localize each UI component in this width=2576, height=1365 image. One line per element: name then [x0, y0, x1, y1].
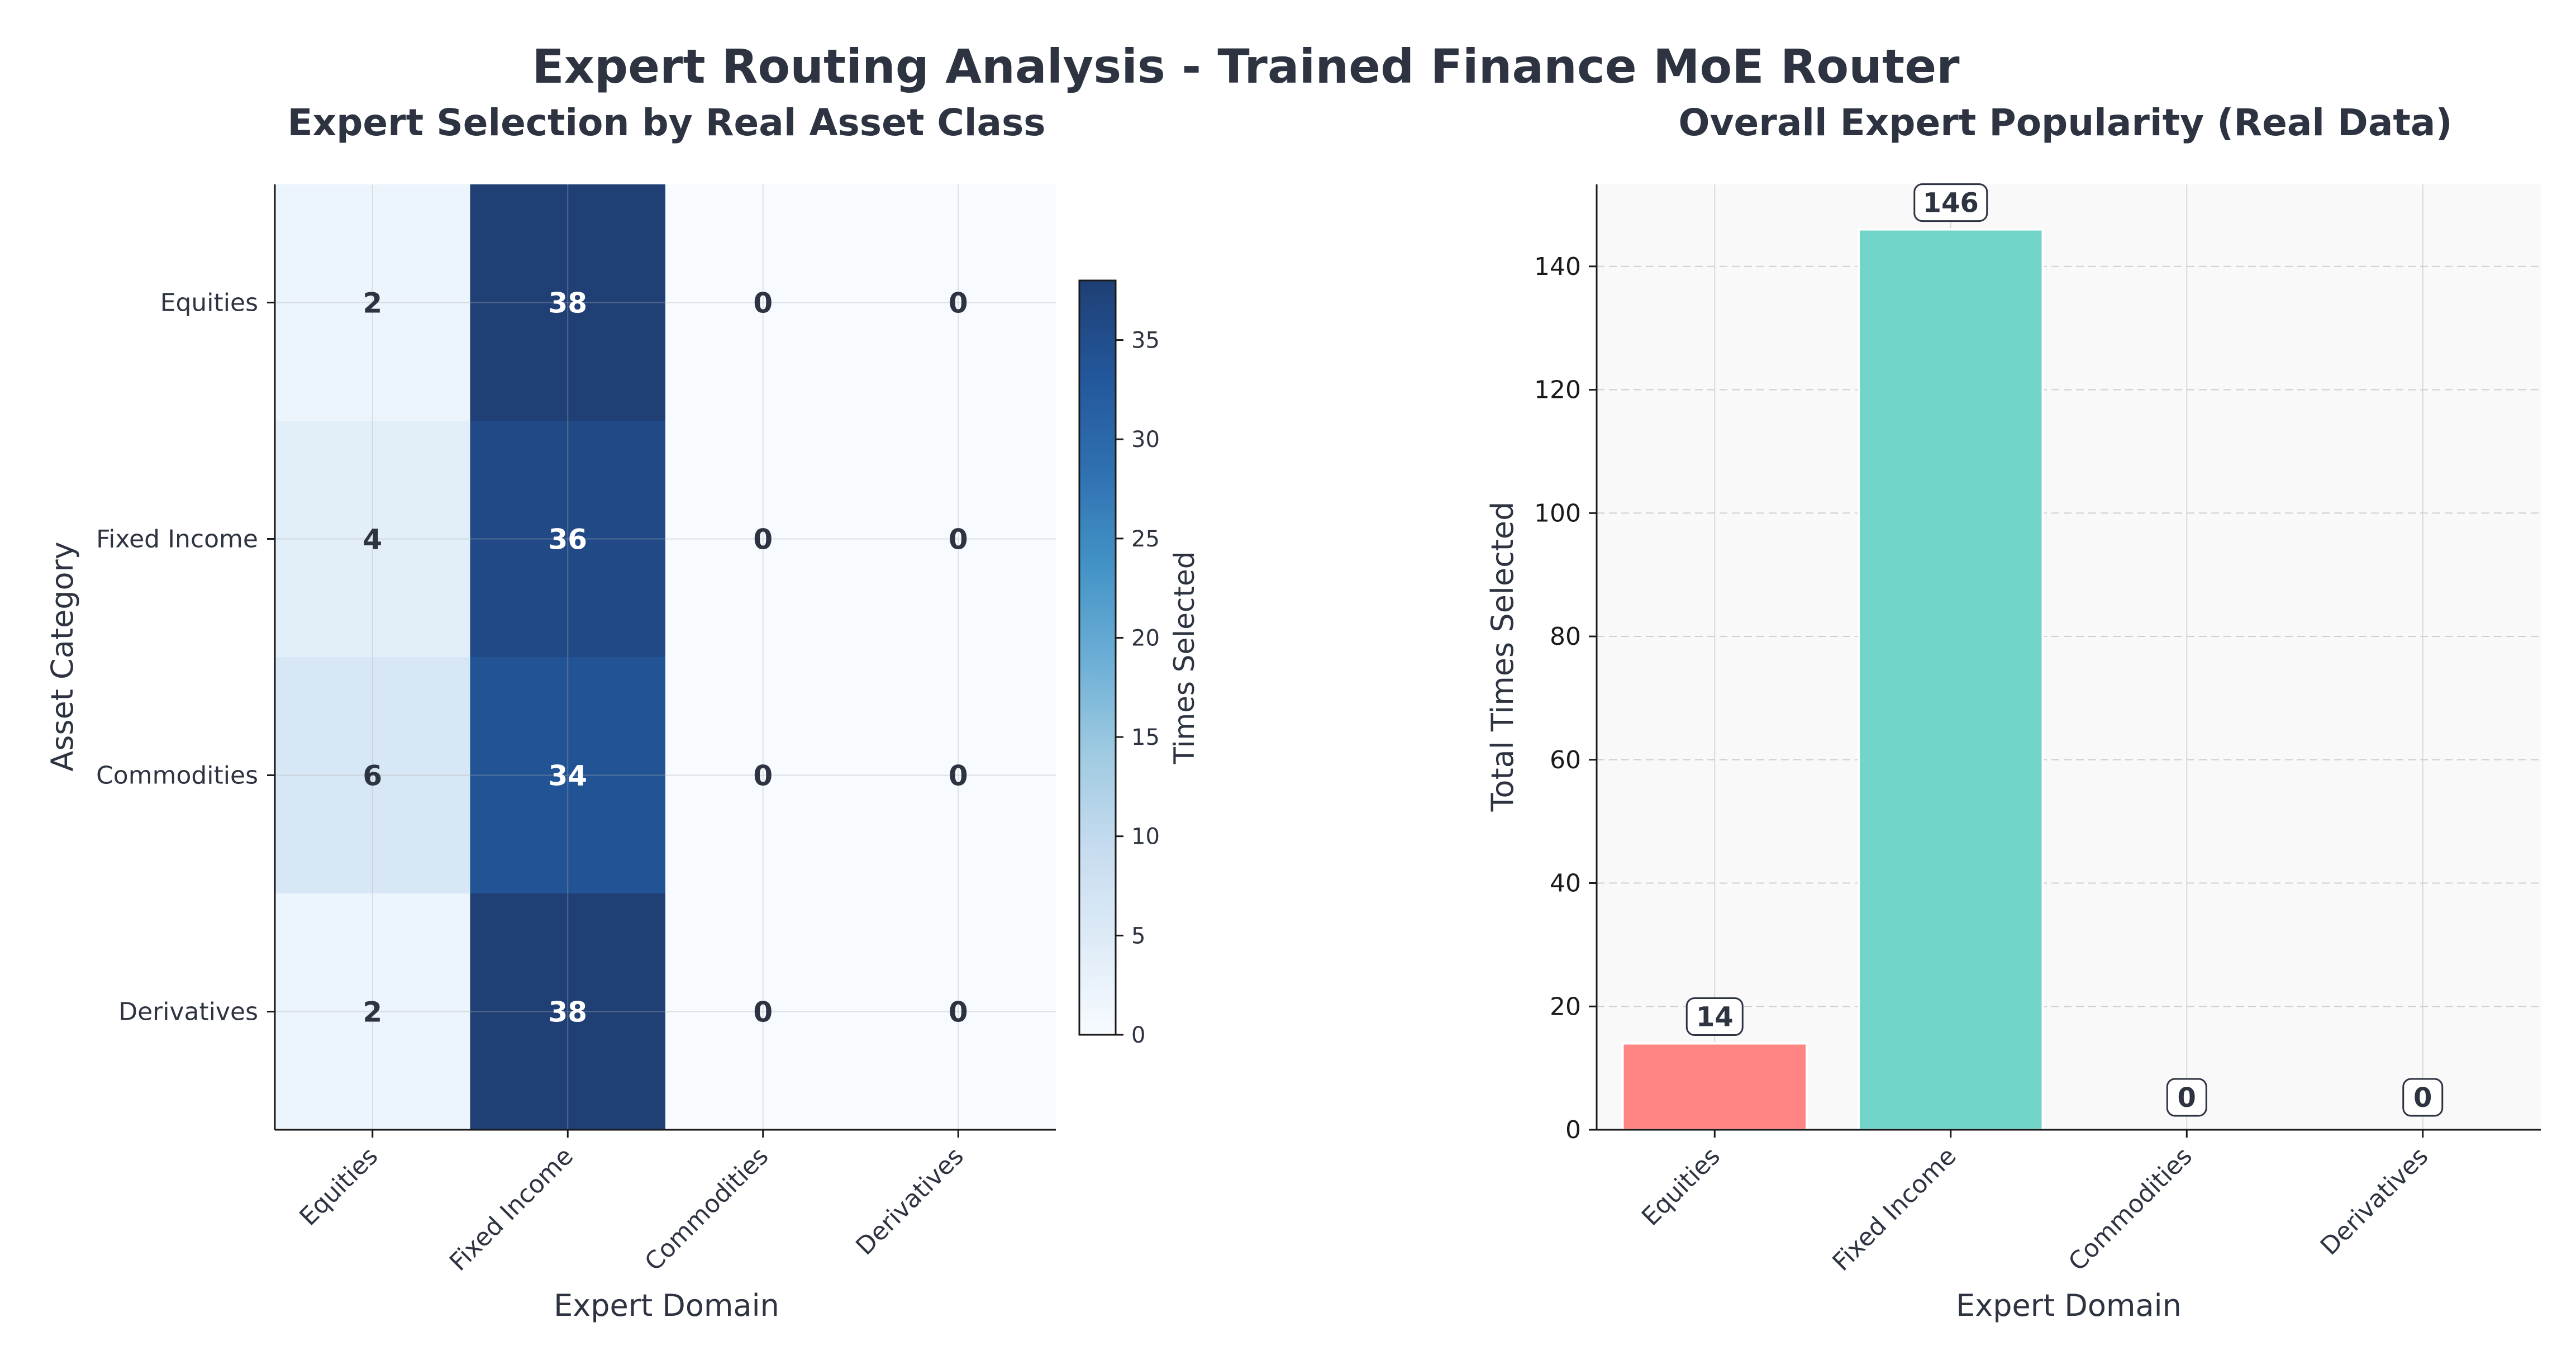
heatmap-cell-label-equities-fixed-income: 38 [548, 287, 587, 320]
bar-y-tick-label-20: 20 [1550, 992, 1581, 1021]
bar-data-label-box-derivatives [2402, 1078, 2444, 1117]
heatmap-cell-commodities-equities [275, 657, 470, 894]
heatmap-y-axis-label: Asset Category [45, 541, 80, 771]
heatmap-cell-fixed-income-commodities [665, 421, 861, 658]
heatmap-cell-label-fixed-income-commodities: 0 [753, 524, 773, 556]
colorbar-tick-label-5: 5 [1131, 923, 1145, 949]
bar-chart: Overall Expert Popularity (Real Data) 14… [1485, 101, 2541, 1323]
heatmap-cell-commodities-fixed-income [470, 657, 666, 894]
bar-y-tick-label-140: 140 [1534, 253, 1581, 281]
heatmap-cell-label-commodities-commodities: 0 [753, 760, 773, 792]
heatmap-cell-equities-derivatives [860, 184, 1056, 421]
bar-data-label-box-equities [1685, 997, 1744, 1036]
bar-equities [1621, 1042, 1808, 1131]
bar-plot-area [1597, 184, 2541, 1130]
heatmap-y-tick-label-fixed-income: Fixed Income [96, 525, 258, 554]
heatmap-x-tick-label-fixed-income: Fixed Income [444, 1142, 579, 1277]
heatmap-cell-label-derivatives-fixed-income: 38 [548, 996, 587, 1029]
heatmap-x-ticks: Equities Fixed Income Commodities Derivativ… [294, 1130, 969, 1277]
heatmap-cell-commodities-commodities [665, 657, 861, 894]
heatmap-cell-fixed-income-equities [275, 421, 470, 658]
heatmap-cell-label-commodities-equities: 6 [363, 760, 382, 792]
heatmap-cell-fixed-income-fixed-income [470, 421, 666, 658]
colorbar-tick-label-10: 10 [1131, 824, 1160, 850]
colorbar-label: Times Selected [1168, 551, 1201, 764]
heatmap-cell-equities-fixed-income [470, 184, 666, 421]
heatmap-axes [274, 184, 1056, 1131]
heatmap-cell-fixed-income-derivatives [860, 421, 1056, 658]
bar-axes [1596, 184, 2541, 1131]
heatmap-cell-label-equities-commodities: 0 [753, 287, 773, 320]
colorbar-tick-label-0: 0 [1131, 1022, 1145, 1048]
heatmap-x-axis-label: Expert Domain [554, 1288, 779, 1323]
bar-y-ticks: 0 20 40 60 80 100 120 140 [1534, 253, 1597, 1144]
bar-data-label-equities: 14 [1696, 1001, 1734, 1033]
heatmap-cell-label-derivatives-equities: 2 [363, 996, 382, 1029]
heatmap-cell-label-fixed-income-fixed-income: 36 [548, 524, 587, 556]
bar-y-tick-label-40: 40 [1550, 869, 1581, 898]
heatmap-y-ticks: Equities Fixed Income Commodities Derivativ… [96, 289, 275, 1026]
heatmap-cell-derivatives-derivatives [860, 893, 1056, 1130]
heatmap-cell-label-commodities-fixed-income: 34 [548, 760, 587, 792]
colorbar-tick-label-30: 30 [1131, 427, 1160, 453]
heatmap-cell-label-derivatives-commodities: 0 [753, 996, 773, 1029]
bar-data-label-fixed-income: 146 [1923, 188, 1979, 219]
bar-x-tick-label-equities: Equities [1636, 1142, 1726, 1231]
heatmap-chart: Expert Selection by Real Asset Class 2 38… [45, 101, 1056, 1323]
bar-y-tick-label-60: 60 [1550, 746, 1581, 774]
bar-y-tick-label-100: 100 [1534, 499, 1581, 527]
colorbar-gradient [1078, 279, 1117, 1036]
heatmap-cell-derivatives-commodities [665, 893, 861, 1130]
heatmap-cell-label-commodities-derivatives: 0 [949, 760, 968, 792]
bar-x-tick-label-commodities: Commodities [2063, 1142, 2198, 1277]
colorbar-tick-label-20: 20 [1131, 625, 1160, 651]
colorbar: 0 5 10 15 20 25 30 35 Times Selected [1078, 279, 1201, 1048]
heatmap-gridlines [275, 184, 1056, 1130]
heatmap-title: Expert Selection by Real Asset Class [287, 101, 1045, 144]
heatmap-cell-labels: 2 38 0 0 4 36 0 0 6 34 0 0 2 38 0 0 [363, 287, 968, 1029]
heatmap-x-tick-label-equities: Equities [294, 1142, 384, 1231]
bar-data-label-box-fixed-income [1913, 183, 1988, 222]
heatmap-cell-label-derivatives-derivatives: 0 [949, 996, 968, 1029]
figure-title: Expert Routing Analysis - Trained Financ… [532, 39, 1960, 94]
heatmap-cell-equities-commodities [665, 184, 861, 421]
bar-x-tick-label-derivatives: Derivatives [2315, 1142, 2434, 1261]
colorbar-tick-label-25: 25 [1131, 526, 1160, 552]
bar-data-label-commodities: 0 [2178, 1082, 2196, 1114]
heatmap-cell-label-fixed-income-derivatives: 0 [949, 524, 968, 556]
bar-y-tick-label-0: 0 [1565, 1116, 1581, 1144]
heatmap-y-tick-label-derivatives: Derivatives [118, 998, 258, 1026]
bar-fixed-income [1857, 228, 2044, 1131]
heatmap-cell-label-equities-equities: 2 [363, 287, 382, 320]
bar-data-labels: 14 146 0 0 [1685, 183, 2444, 1117]
bar-data-label-derivatives: 0 [2413, 1082, 2432, 1114]
heatmap-cell-equities-equities [275, 184, 470, 421]
heatmap-cell-derivatives-equities [275, 893, 470, 1130]
heatmap-cells [275, 184, 1056, 1130]
bar-x-axis-label: Expert Domain [1956, 1288, 2182, 1323]
heatmap-cell-commodities-derivatives [860, 657, 1056, 894]
heatmap-y-tick-label-commodities: Commodities [96, 762, 258, 790]
heatmap-y-tick-label-equities: Equities [160, 289, 258, 317]
bar-y-tick-label-80: 80 [1550, 622, 1581, 651]
heatmap-x-tick-label-derivatives: Derivatives [850, 1142, 969, 1261]
colorbar-tick-label-15: 15 [1131, 725, 1160, 750]
heatmap-cell-label-equities-derivatives: 0 [949, 287, 968, 320]
colorbar-tick-label-35: 35 [1131, 328, 1160, 354]
bar-bars [1621, 228, 2044, 1131]
heatmap-cell-derivatives-fixed-income [470, 893, 666, 1130]
heatmap-cell-label-fixed-income-equities: 4 [363, 524, 382, 556]
bar-y-tick-label-120: 120 [1534, 376, 1581, 405]
heatmap-x-tick-label-commodities: Commodities [639, 1142, 774, 1277]
bar-data-label-box-commodities [2166, 1078, 2207, 1117]
bar-chart-title: Overall Expert Popularity (Real Data) [1678, 101, 2452, 144]
bar-x-ticks: Equities Fixed Income Commodities Derivativ… [1636, 1130, 2434, 1277]
bar-y-axis-label: Total Times Selected [1485, 502, 1520, 812]
colorbar-ticks: 0 5 10 15 20 25 30 35 [1116, 328, 1160, 1048]
bar-x-tick-label-fixed-income: Fixed Income [1827, 1142, 1961, 1277]
